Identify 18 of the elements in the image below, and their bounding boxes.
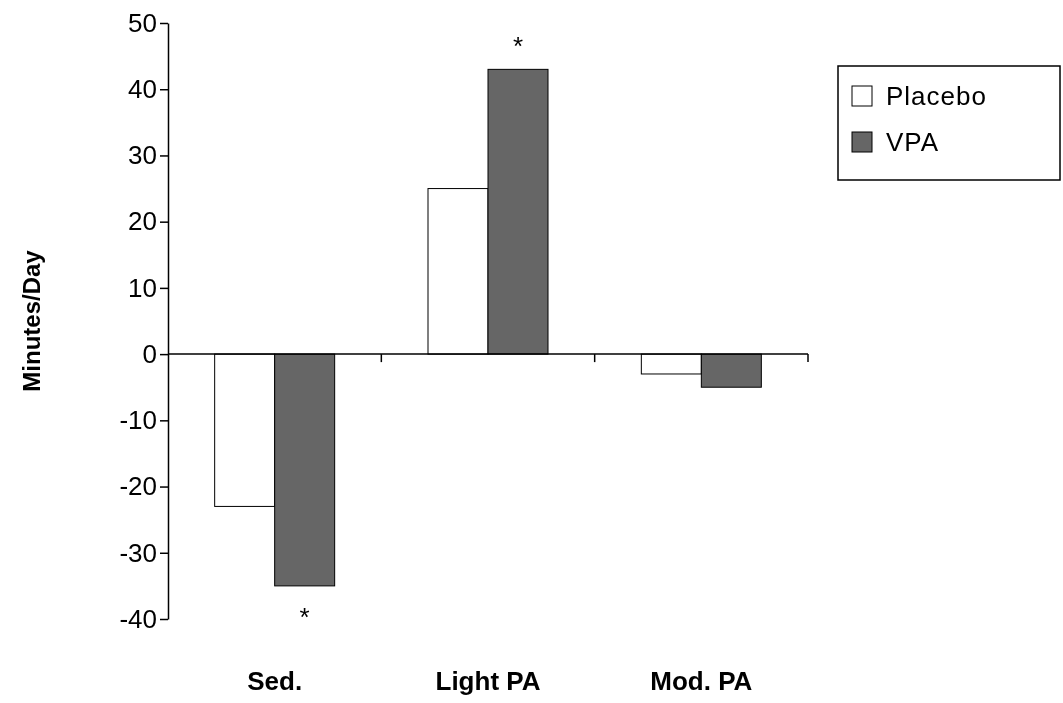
- y-tick-label: -30: [119, 537, 157, 568]
- annotation: *: [299, 601, 310, 632]
- x-tick-label: Light PA: [435, 666, 541, 696]
- y-tick-label: 20: [128, 206, 157, 237]
- y-tick-label: 30: [128, 140, 157, 171]
- annotation: *: [512, 31, 524, 62]
- legend-label: Placebo: [886, 81, 987, 111]
- y-tick-label: -10: [119, 405, 157, 436]
- y-tick-label: -20: [119, 471, 157, 502]
- y-tick-label: 50: [128, 7, 157, 38]
- legend-label: VPA: [886, 127, 940, 157]
- y-tick-label: 10: [128, 272, 157, 303]
- x-tick-label: Mod. PA: [650, 666, 753, 696]
- x-tick-label: Sed.: [247, 666, 303, 696]
- y-tick-label: 40: [128, 74, 157, 105]
- y-tick-label: 0: [142, 338, 157, 369]
- y-tick-label: -40: [119, 603, 157, 634]
- y-axis-title: Minutes/Day: [18, 249, 45, 392]
